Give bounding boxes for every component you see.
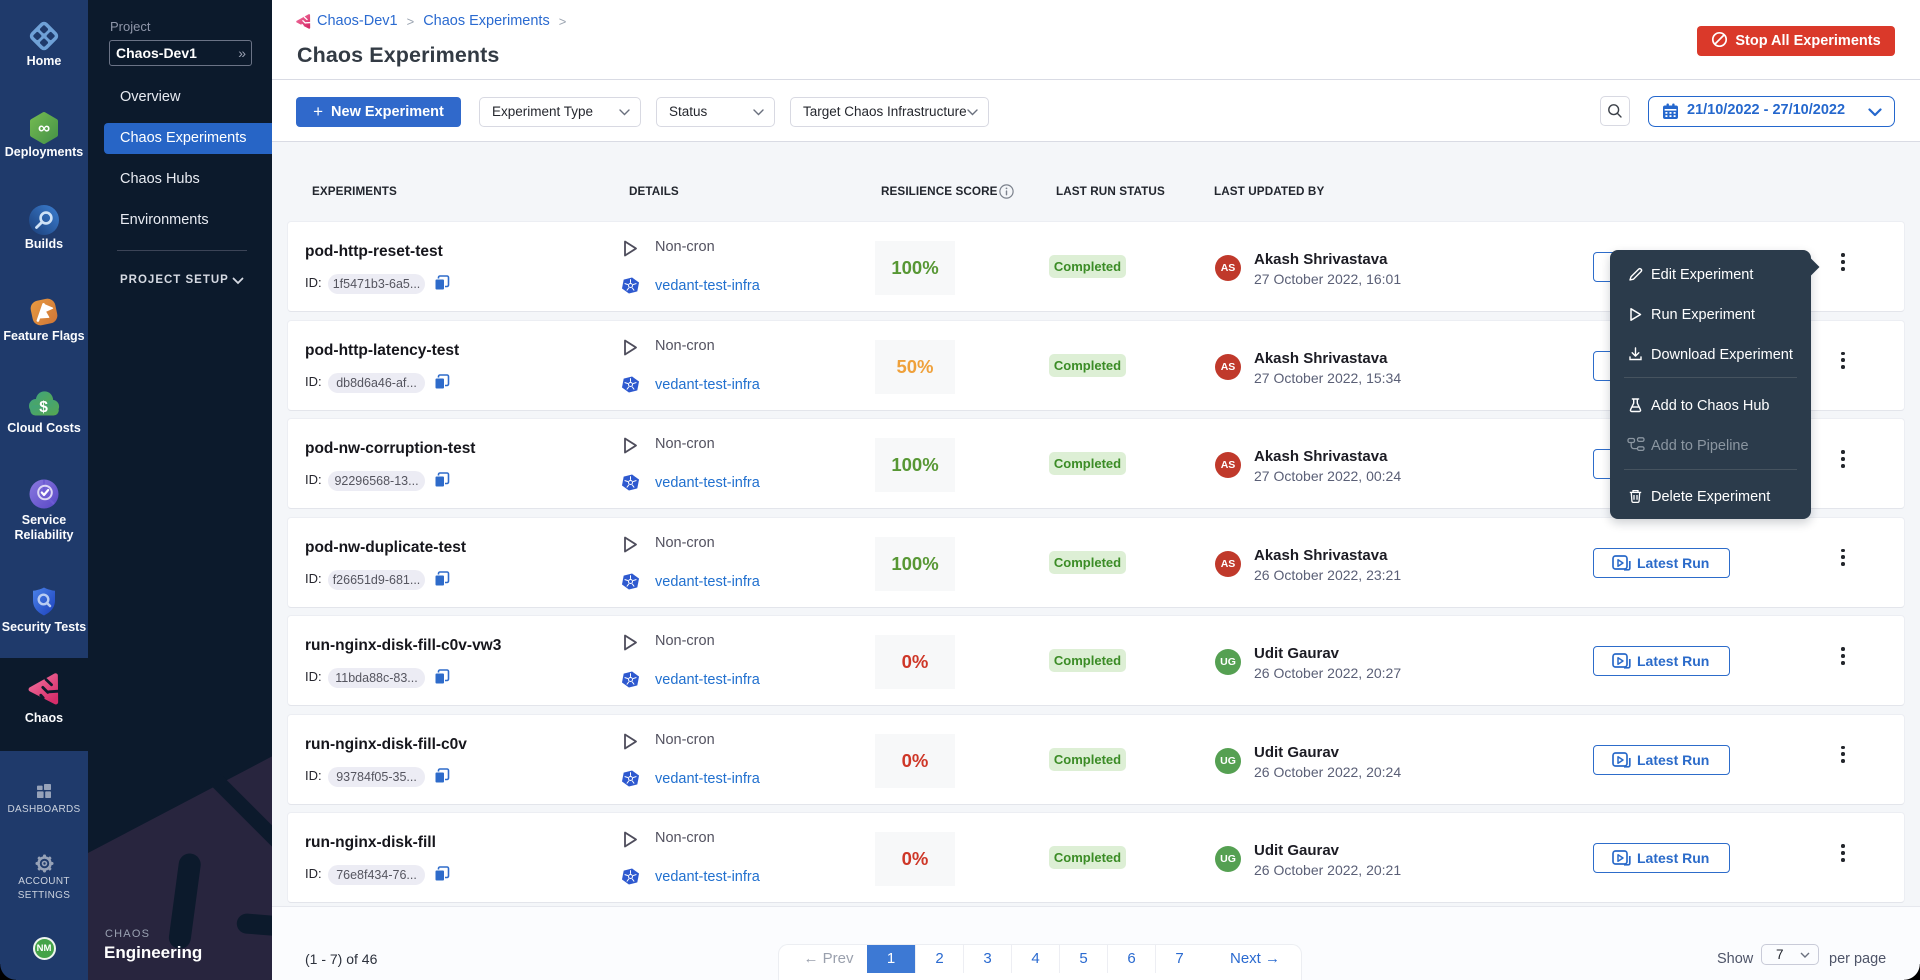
svg-text:∞: ∞ — [38, 119, 50, 138]
svg-text:$: $ — [39, 399, 48, 416]
